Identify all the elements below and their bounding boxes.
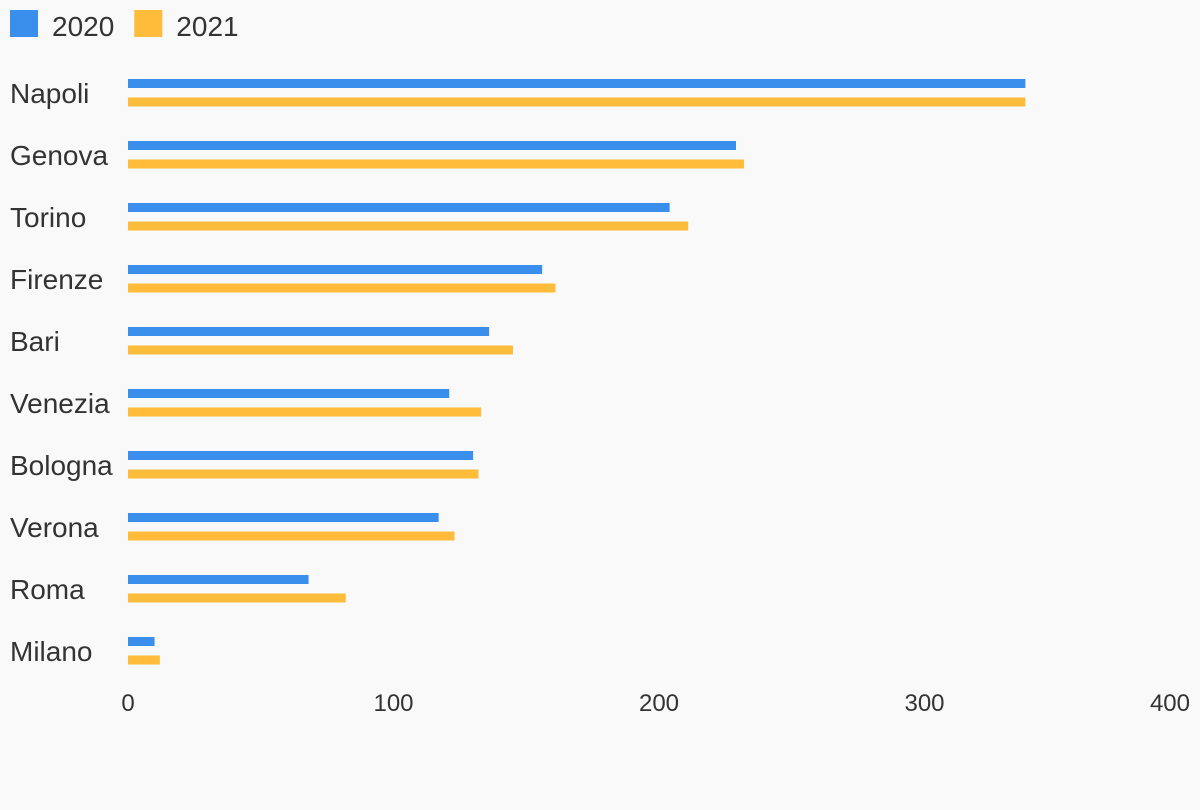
bar-milano-2021 (128, 655, 160, 665)
bar-firenze-2021 (128, 283, 556, 293)
bar-milano-2020 (128, 637, 155, 646)
bar-napoli-2021 (128, 97, 1026, 107)
x-tick-label-100: 100 (373, 690, 413, 717)
bar-verona-2021 (128, 531, 455, 541)
bar-venezia-2020 (128, 389, 450, 398)
bar-roma-2021 (128, 593, 346, 603)
bar-firenze-2020 (128, 265, 543, 274)
category-labels: Napoli Genova Torino Firenze Bari Venezia Bolo… (10, 78, 113, 667)
bars-group (128, 79, 1026, 665)
legend-swatch-2021 (134, 10, 163, 37)
legend: 2020 2021 (10, 10, 239, 42)
category-label-roma: Roma (10, 574, 85, 605)
x-tick-label-0: 0 (121, 690, 134, 717)
legend-swatch-2020 (10, 10, 38, 37)
bar-verona-2020 (128, 513, 439, 522)
category-label-firenze: Firenze (10, 264, 103, 295)
legend-label-2020: 2020 (52, 11, 114, 42)
x-tick-label-200: 200 (639, 690, 679, 717)
bar-venezia-2021 (128, 407, 482, 417)
legend-label-2021: 2021 (176, 11, 238, 42)
bar-genova-2020 (128, 141, 736, 150)
category-label-genova: Genova (10, 140, 108, 171)
bar-roma-2020 (128, 575, 309, 584)
bar-torino-2021 (128, 221, 689, 231)
bar-torino-2020 (128, 203, 670, 212)
bar-bologna-2021 (128, 469, 479, 479)
bar-bologna-2020 (128, 451, 474, 460)
bar-bari-2020 (128, 327, 490, 336)
category-label-milano: Milano (10, 636, 92, 667)
x-axis-ticks: 0 100 200 300 400 (121, 690, 1190, 717)
x-tick-label-300: 300 (904, 690, 944, 717)
category-label-torino: Torino (10, 202, 86, 233)
bar-bari-2021 (128, 345, 513, 355)
category-label-bari: Bari (10, 326, 60, 357)
category-label-verona: Verona (10, 512, 99, 543)
x-tick-label-400: 400 (1150, 690, 1190, 717)
bar-napoli-2020 (128, 79, 1026, 88)
category-label-bologna: Bologna (10, 450, 113, 481)
category-label-venezia: Venezia (10, 388, 110, 419)
bar-genova-2021 (128, 159, 744, 169)
category-label-napoli: Napoli (10, 78, 89, 109)
